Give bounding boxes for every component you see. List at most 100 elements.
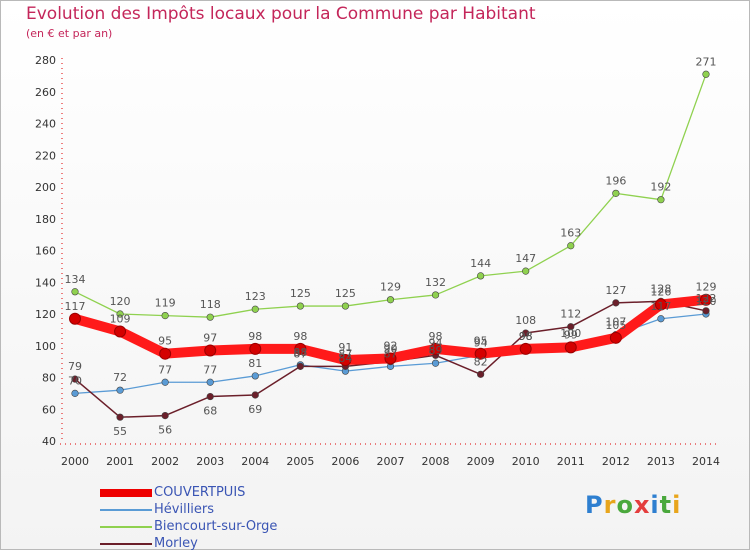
data-label: 147 [515, 252, 536, 265]
data-label: 123 [245, 290, 266, 303]
data-point [477, 370, 485, 378]
data-point [474, 347, 487, 360]
data-label: 98 [429, 330, 443, 343]
y-tick-label: 120 [35, 308, 56, 321]
data-label: 117 [650, 300, 671, 313]
data-labels: 134 120 119 118 123 125 125 129 132 144 147 163 196 1… [65, 55, 717, 438]
y-tick-label: 100 [35, 340, 56, 353]
data-label: 79 [68, 360, 82, 373]
data-point [294, 342, 307, 355]
data-label: 120 [695, 295, 716, 308]
data-label: 98 [519, 330, 533, 343]
data-label: 84 [338, 352, 352, 365]
data-point [159, 347, 172, 360]
data-label: 87 [383, 347, 397, 360]
legend-swatch [100, 489, 152, 497]
data-point [699, 293, 712, 306]
x-tick-label: 2012 [602, 455, 630, 468]
data-point [431, 359, 440, 367]
data-label: 81 [248, 357, 262, 370]
data-point [657, 196, 665, 204]
data-point [612, 299, 620, 307]
data-label: 55 [113, 425, 127, 438]
data-label: 94 [474, 336, 488, 349]
data-point [251, 372, 259, 380]
data-label: 95 [158, 335, 172, 348]
data-label: 70 [68, 374, 82, 387]
series-layer [69, 70, 712, 421]
logo-letter: r [603, 491, 617, 519]
data-label: 72 [113, 371, 127, 384]
data-point [116, 310, 124, 318]
data-point [161, 412, 169, 420]
data-label: 94 [429, 336, 443, 349]
data-point [161, 378, 169, 386]
data-label: 196 [605, 174, 626, 187]
data-label: 109 [110, 312, 131, 325]
axes: 40 60 80 100 120 140 160 180 200 220 240 260 280 2000… [35, 54, 720, 468]
data-label: 56 [158, 424, 172, 437]
x-tick-label: 2002 [151, 455, 179, 468]
data-point [522, 267, 530, 275]
data-label: 68 [203, 405, 217, 418]
data-label: 99 [564, 328, 578, 341]
data-label: 132 [425, 276, 446, 289]
y-tick-label: 200 [35, 181, 56, 194]
legend-swatch [100, 526, 152, 528]
data-point [429, 342, 442, 355]
data-point [431, 291, 440, 299]
data-label: 92 [383, 339, 397, 352]
data-point [564, 341, 577, 354]
legend-swatch [100, 543, 152, 545]
data-point [477, 272, 485, 280]
data-point [206, 392, 214, 401]
y-tick-label: 160 [35, 245, 56, 258]
x-tick-label: 2006 [331, 455, 359, 468]
data-label: 98 [248, 330, 262, 343]
data-point [341, 302, 350, 310]
data-point [702, 70, 710, 78]
data-point [249, 342, 262, 355]
legend-swatch [100, 509, 152, 511]
data-point [386, 296, 395, 304]
legend-label: Morley [154, 536, 198, 551]
data-label: 125 [335, 287, 356, 300]
data-label: 100 [560, 327, 581, 340]
data-point [657, 315, 665, 323]
data-label: 127 [605, 284, 626, 297]
data-label: 87 [338, 347, 352, 360]
data-point [114, 325, 127, 338]
data-label: 77 [203, 363, 217, 376]
data-label: 97 [203, 332, 217, 345]
logo-letter: i [650, 491, 660, 519]
y-tick-label: 140 [35, 276, 56, 289]
data-label: 129 [380, 281, 401, 294]
data-point [116, 386, 124, 394]
y-tick-label: 260 [35, 86, 56, 99]
data-point [116, 413, 124, 421]
x-tick-label: 2009 [467, 455, 495, 468]
data-label: 120 [110, 295, 131, 308]
x-tick-label: 2005 [286, 455, 314, 468]
y-tick-label: 40 [42, 435, 56, 448]
data-label: 77 [158, 363, 172, 376]
data-point [206, 313, 214, 321]
data-label: 144 [470, 257, 491, 270]
legend-label: Hévilliers [154, 502, 215, 517]
data-point [71, 375, 79, 383]
data-point [71, 389, 79, 397]
data-label: 90 [383, 343, 397, 356]
data-label: 128 [650, 282, 671, 295]
data-label: 192 [650, 181, 671, 194]
data-point [612, 189, 620, 197]
data-label: 87 [293, 347, 307, 360]
y-tick-label: 280 [35, 54, 56, 67]
data-point [296, 362, 304, 370]
data-point [522, 329, 530, 337]
data-label: 125 [290, 287, 311, 300]
x-tick-label: 2014 [692, 455, 720, 468]
x-tick-label: 2000 [61, 455, 89, 468]
data-point [251, 305, 259, 313]
